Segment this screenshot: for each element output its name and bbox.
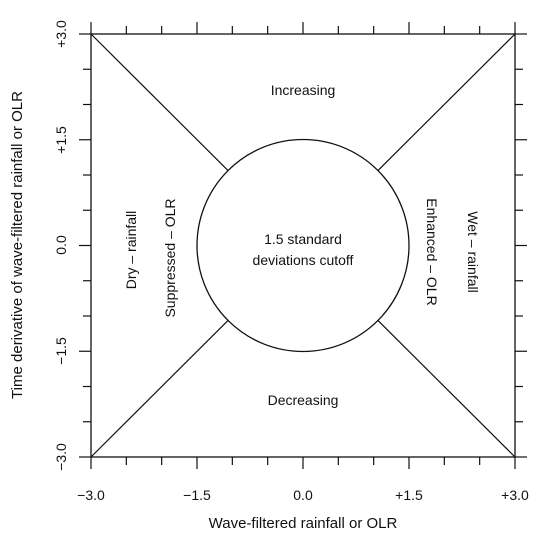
y-tick-label: +1.5 xyxy=(53,126,69,154)
axis-ticks xyxy=(79,22,527,469)
region-label-decreasing: Decreasing xyxy=(268,392,339,408)
circle-label-line-2: deviations cutoff xyxy=(253,252,354,268)
x-tick-label: 0.0 xyxy=(293,487,313,503)
circle-label-line-1: 1.5 standard xyxy=(264,231,342,247)
diagonal-line-top-left xyxy=(90,33,229,171)
region-label-wet-rainfall: Wet – rainfall xyxy=(465,211,481,292)
x-tick-label: +3.0 xyxy=(501,487,529,503)
region-label-enhanced-olr: Enhanced – OLR xyxy=(424,198,440,305)
y-tick-label: +3.0 xyxy=(53,20,69,48)
y-tick-label: 0.0 xyxy=(53,235,69,255)
diagonal-line-top-right xyxy=(377,33,516,171)
y-axis-title: Time derivative of wave-filtered rainfal… xyxy=(9,91,26,399)
diagonal-line-bottom-left xyxy=(90,320,229,458)
x-tick-label: −3.0 xyxy=(77,487,105,503)
y-tick-label: −1.5 xyxy=(53,337,69,365)
x-tick-label: +1.5 xyxy=(395,487,423,503)
y-tick-label: −3.0 xyxy=(53,443,69,471)
cutoff-circle xyxy=(196,138,410,353)
x-tick-label: −1.5 xyxy=(183,487,211,503)
region-label-increasing: Increasing xyxy=(271,82,336,98)
diagonal-line-bottom-right xyxy=(377,320,516,458)
region-label-suppressed-olr: Suppressed – OLR xyxy=(162,198,178,317)
x-axis-title: Wave-filtered rainfall or OLR xyxy=(209,515,398,532)
region-label-dry-rainfall: Dry – rainfall xyxy=(123,211,139,290)
